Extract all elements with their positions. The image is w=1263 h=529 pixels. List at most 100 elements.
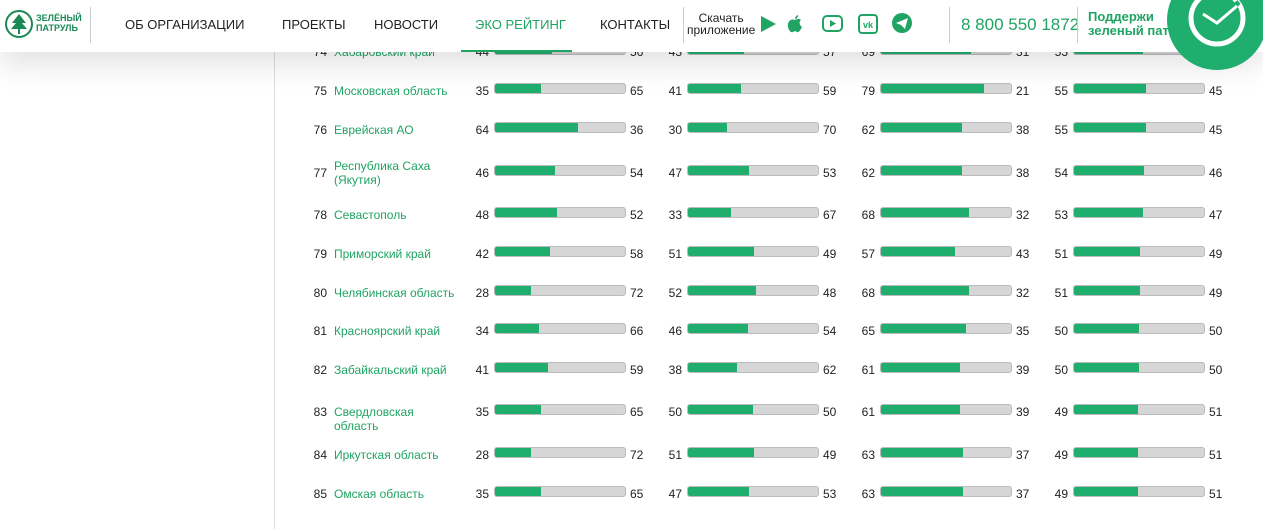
score-fill [688, 166, 750, 175]
score-fill [495, 84, 541, 93]
score-bar [494, 362, 626, 373]
score-bar [1073, 246, 1205, 257]
score-right: 50 [1209, 363, 1223, 377]
region-link[interactable]: Красноярский край [334, 324, 441, 338]
score-right: 50 [823, 405, 837, 419]
score-left: 57 [861, 247, 875, 261]
score-bar [880, 246, 1012, 257]
score-left: 34 [475, 324, 489, 338]
score-left: 68 [861, 208, 875, 222]
score-right: 39 [1016, 405, 1030, 419]
score-fill [688, 363, 738, 372]
score-fill [495, 405, 541, 414]
score-right: 53 [823, 487, 837, 501]
score-bar [1073, 207, 1205, 218]
score-right: 67 [823, 208, 837, 222]
separator [1077, 7, 1078, 43]
score-fill [1074, 247, 1141, 256]
social-icons[interactable]: vk [822, 13, 914, 35]
score-right: 51 [1209, 405, 1223, 419]
nav-link[interactable]: ОБ ОРГАНИЗАЦИИ [125, 17, 245, 32]
app-download[interactable]: Скачать приложение [687, 12, 755, 36]
score-right: 32 [1016, 208, 1030, 222]
score-left: 52 [668, 286, 682, 300]
score-left: 55 [1054, 84, 1068, 98]
region-link[interactable]: Московская область [334, 84, 448, 98]
score-left: 55 [1054, 123, 1068, 137]
score-bar [1073, 486, 1205, 497]
score-right: 59 [823, 84, 837, 98]
score-right: 49 [823, 448, 837, 462]
region-link[interactable]: Омская область [334, 487, 425, 501]
region-link[interactable]: Забайкальский край [334, 363, 447, 377]
score-left: 51 [668, 247, 682, 261]
score-right: 36 [630, 123, 644, 137]
nav-link[interactable]: ЭКО РЕЙТИНГ [475, 17, 566, 32]
score-right: 72 [630, 448, 644, 462]
score-right: 37 [1016, 487, 1030, 501]
score-left: 49 [1054, 487, 1068, 501]
score-bar [1073, 323, 1205, 334]
region-link[interactable]: Челябинская область [334, 286, 455, 300]
score-right: 46 [1209, 166, 1223, 180]
sber-badge[interactable] [1167, 0, 1263, 72]
app-line: Скачать [698, 11, 744, 25]
logo-text[interactable]: ЗЕЛЁНЫЙ ПАТРУЛЬ [36, 13, 82, 33]
region-link[interactable]: Иркутская область [334, 448, 439, 462]
score-left: 46 [668, 324, 682, 338]
score-left: 30 [668, 123, 682, 137]
score-fill [881, 448, 963, 457]
score-bar [1073, 285, 1205, 296]
score-fill [688, 247, 755, 256]
score-fill [688, 324, 748, 333]
score-right: 49 [1209, 286, 1223, 300]
score-right: 62 [823, 363, 837, 377]
score-left: 41 [475, 363, 489, 377]
score-left: 48 [475, 208, 489, 222]
score-fill [495, 363, 549, 372]
score-bar [494, 323, 626, 334]
score-left: 64 [475, 123, 489, 137]
score-bar [1073, 362, 1205, 373]
score-fill [1074, 208, 1143, 217]
phone[interactable]: 8 800 550 1872 [961, 15, 1080, 34]
score-left: 65 [861, 324, 875, 338]
score-fill [495, 448, 532, 457]
score-bar [880, 285, 1012, 296]
region-link[interactable]: Приморский край [334, 247, 431, 261]
score-fill [688, 123, 727, 132]
nav-link[interactable]: НОВОСТИ [374, 17, 439, 32]
score-bar [880, 362, 1012, 373]
region-link[interactable]: Республика Саха (Якутия) [334, 159, 431, 187]
rank: 85 [313, 487, 327, 501]
score-bar [494, 486, 626, 497]
score-left: 47 [668, 487, 682, 501]
score-right: 65 [630, 84, 644, 98]
separator [949, 7, 950, 43]
score-bar [880, 486, 1012, 497]
score-fill [881, 286, 970, 295]
score-fill [495, 208, 558, 217]
score-fill [688, 208, 731, 217]
nav-link[interactable]: КОНТАКТЫ [600, 17, 671, 32]
score-right: 48 [823, 286, 837, 300]
nav-link[interactable]: ПРОЕКТЫ [282, 17, 346, 32]
score-bar [494, 246, 626, 257]
score-right: 54 [630, 166, 644, 180]
score-left: 63 [861, 448, 875, 462]
score-bar [494, 207, 626, 218]
score-fill [688, 84, 742, 93]
region-link[interactable]: Еврейская АО [334, 123, 414, 137]
rank: 81 [313, 324, 327, 338]
region-link[interactable]: Севастополь [334, 208, 407, 222]
store-icons[interactable] [760, 15, 810, 35]
region-link[interactable]: Свердловская область [334, 405, 414, 433]
score-fill [1074, 123, 1146, 132]
rank: 75 [313, 84, 327, 98]
score-right: 37 [1016, 448, 1030, 462]
score-fill [881, 405, 961, 414]
score-left: 41 [668, 84, 682, 98]
score-left: 50 [1054, 324, 1068, 338]
score-left: 35 [475, 84, 489, 98]
score-right: 45 [1209, 84, 1223, 98]
